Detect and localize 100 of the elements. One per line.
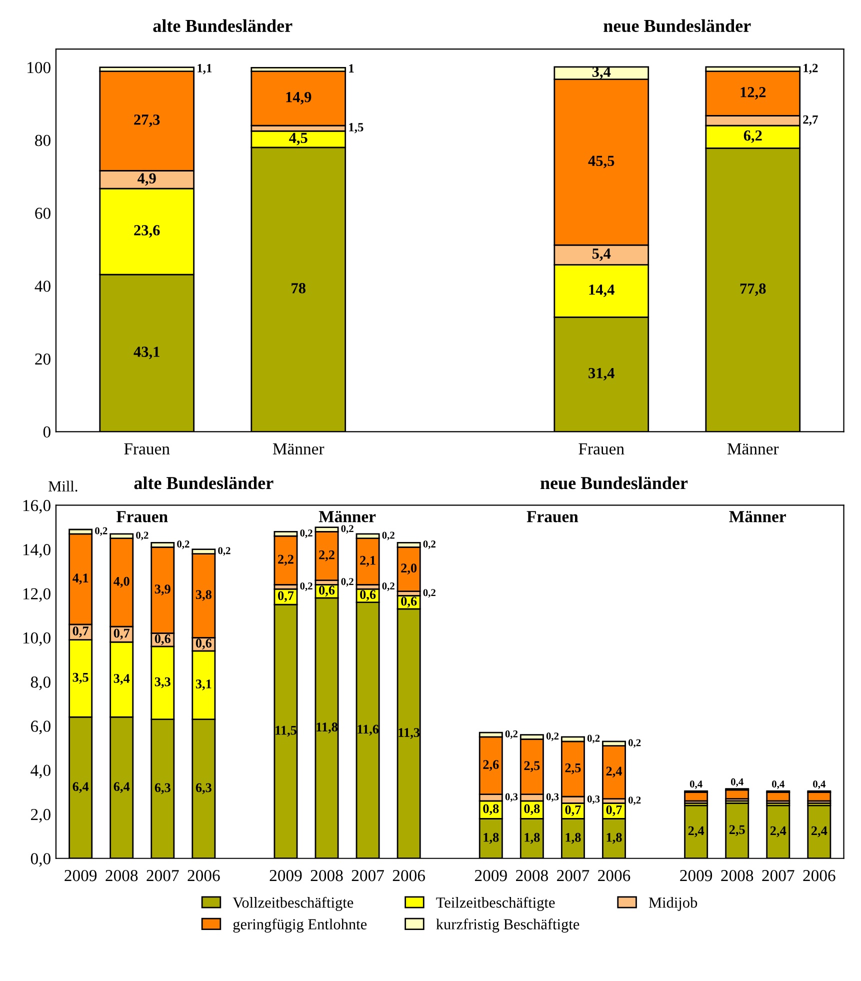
data-label: 2,1 xyxy=(360,556,376,567)
x-tick-label: Frauen xyxy=(578,443,624,454)
legend-label: Teilzeitbeschäftigte xyxy=(436,896,555,911)
y-tick-label: 0 xyxy=(43,426,50,438)
text: neue Bundesländer xyxy=(540,476,688,490)
data-label: 2,0 xyxy=(401,564,417,574)
data-label: 3,5 xyxy=(72,672,88,684)
data-label: 1,2 xyxy=(804,64,818,74)
data-label: 6,3 xyxy=(154,783,170,794)
data-label: 2,7 xyxy=(803,115,818,126)
y-tick-label: 100 xyxy=(28,62,50,74)
data-label: 3,8 xyxy=(196,590,212,601)
data-label: 0,7 xyxy=(565,805,581,816)
data-label: 0,2 xyxy=(177,540,190,550)
data-label: 14,9 xyxy=(286,92,312,104)
text: alte Bundesländer xyxy=(153,19,292,32)
data-label: 0,7 xyxy=(278,591,294,602)
data-label: 0,2 xyxy=(95,527,108,536)
data-label: 0,8 xyxy=(524,804,540,816)
data-label: 4,5 xyxy=(289,132,308,146)
data-label: 0,6 xyxy=(154,634,171,646)
data-label: 0,2 xyxy=(341,578,354,587)
x-tick-label: 2008 xyxy=(516,870,548,882)
x-tick-label: 2007 xyxy=(762,870,794,882)
x-tick-label: 2006 xyxy=(803,870,836,882)
x-tick-label: 2008 xyxy=(310,870,343,882)
y-tick-label: 2,0 xyxy=(31,808,50,823)
data-label: 0,2 xyxy=(300,529,312,538)
data-label: 0,3 xyxy=(505,793,518,802)
annotation: Frauen xyxy=(116,511,168,522)
y-tick-label: 8,0 xyxy=(30,676,50,690)
data-label: 0,2 xyxy=(628,796,641,806)
data-label: 0,2 xyxy=(423,589,436,598)
legend-label: Vollzeitbeschäftigte xyxy=(232,896,354,911)
data-label: 27,3 xyxy=(134,114,160,128)
data-label: 2,4 xyxy=(770,826,786,838)
annotation: Männer xyxy=(729,510,786,522)
data-label: 1,1 xyxy=(198,64,212,74)
data-label: 1,8 xyxy=(524,832,540,844)
data-label: 1,5 xyxy=(349,123,364,134)
data-label: 0,2 xyxy=(587,734,600,744)
data-label: 4,0 xyxy=(114,576,130,588)
data-label: 1,8 xyxy=(484,832,499,844)
data-label: 0,4 xyxy=(813,780,826,790)
data-label: 0,6 xyxy=(196,638,212,650)
y-tick-label: 0,0 xyxy=(30,853,50,867)
data-label: 0,2 xyxy=(628,739,641,748)
y-tick-label: 20 xyxy=(35,353,50,365)
data-label: 11,3 xyxy=(398,728,420,739)
x-tick-label: 2008 xyxy=(721,870,754,882)
data-label: 0,3 xyxy=(587,795,600,804)
data-label: 0,4 xyxy=(730,778,744,787)
data-label: 1 xyxy=(349,64,354,72)
y-tick-label: 80 xyxy=(35,134,50,146)
data-label: 11,6 xyxy=(358,724,379,736)
y-tick-label: 12,0 xyxy=(23,588,50,602)
data-label: 6,4 xyxy=(114,782,130,793)
data-label: 11,5 xyxy=(276,726,296,737)
data-label: 0,7 xyxy=(606,805,622,816)
data-label: 0,6 xyxy=(360,590,376,601)
data-label: 0,2 xyxy=(382,532,394,540)
data-label: 45,5 xyxy=(588,156,614,168)
y-tick-label: 10,0 xyxy=(23,632,50,646)
data-label: 0,7 xyxy=(114,628,130,640)
y-axis-title: Mill. xyxy=(48,480,78,492)
data-label: 43,1 xyxy=(134,346,160,360)
y-tick-label: 16,0 xyxy=(23,500,50,514)
y-tick-label: 6,0 xyxy=(30,720,50,734)
x-tick-label: 2009 xyxy=(64,870,97,882)
data-label: 2,4 xyxy=(811,826,828,838)
data-label: 0,2 xyxy=(300,582,312,591)
annotation: Männer xyxy=(318,510,376,522)
data-label: 6,3 xyxy=(196,783,212,794)
data-label: 23,6 xyxy=(134,225,160,238)
data-label: 2,2 xyxy=(278,554,294,566)
x-tick-label: 2009 xyxy=(474,870,507,882)
annotation: Frauen xyxy=(526,511,578,522)
text: alte Bundesländer xyxy=(134,476,274,490)
data-label: 1,8 xyxy=(606,832,622,844)
x-tick-label: 2009 xyxy=(680,870,712,882)
legend-label: Midijob xyxy=(648,897,698,911)
data-label: 4,1 xyxy=(72,574,88,584)
x-tick-label: 2006 xyxy=(188,870,220,882)
data-label: 0,3 xyxy=(546,793,559,802)
data-label: 3,9 xyxy=(154,584,170,596)
legend-label: kurzfristig Beschäftigte xyxy=(436,918,580,933)
data-label: 6,2 xyxy=(744,130,762,143)
data-label: 0,8 xyxy=(483,804,499,816)
x-tick-label: 2006 xyxy=(392,870,426,882)
y-tick-label: 40 xyxy=(34,280,50,292)
data-label: 3,1 xyxy=(196,680,212,690)
y-tick-label: 4,0 xyxy=(30,764,50,778)
data-label: 2,4 xyxy=(688,826,704,838)
data-label: 0,7 xyxy=(72,626,89,638)
data-label: 12,2 xyxy=(740,87,766,100)
data-label: 2,5 xyxy=(729,825,745,836)
data-label: 0,4 xyxy=(772,780,784,790)
data-label: 0,2 xyxy=(505,730,518,739)
x-tick-label: Männer xyxy=(272,443,324,454)
data-label: 14,4 xyxy=(589,284,614,298)
